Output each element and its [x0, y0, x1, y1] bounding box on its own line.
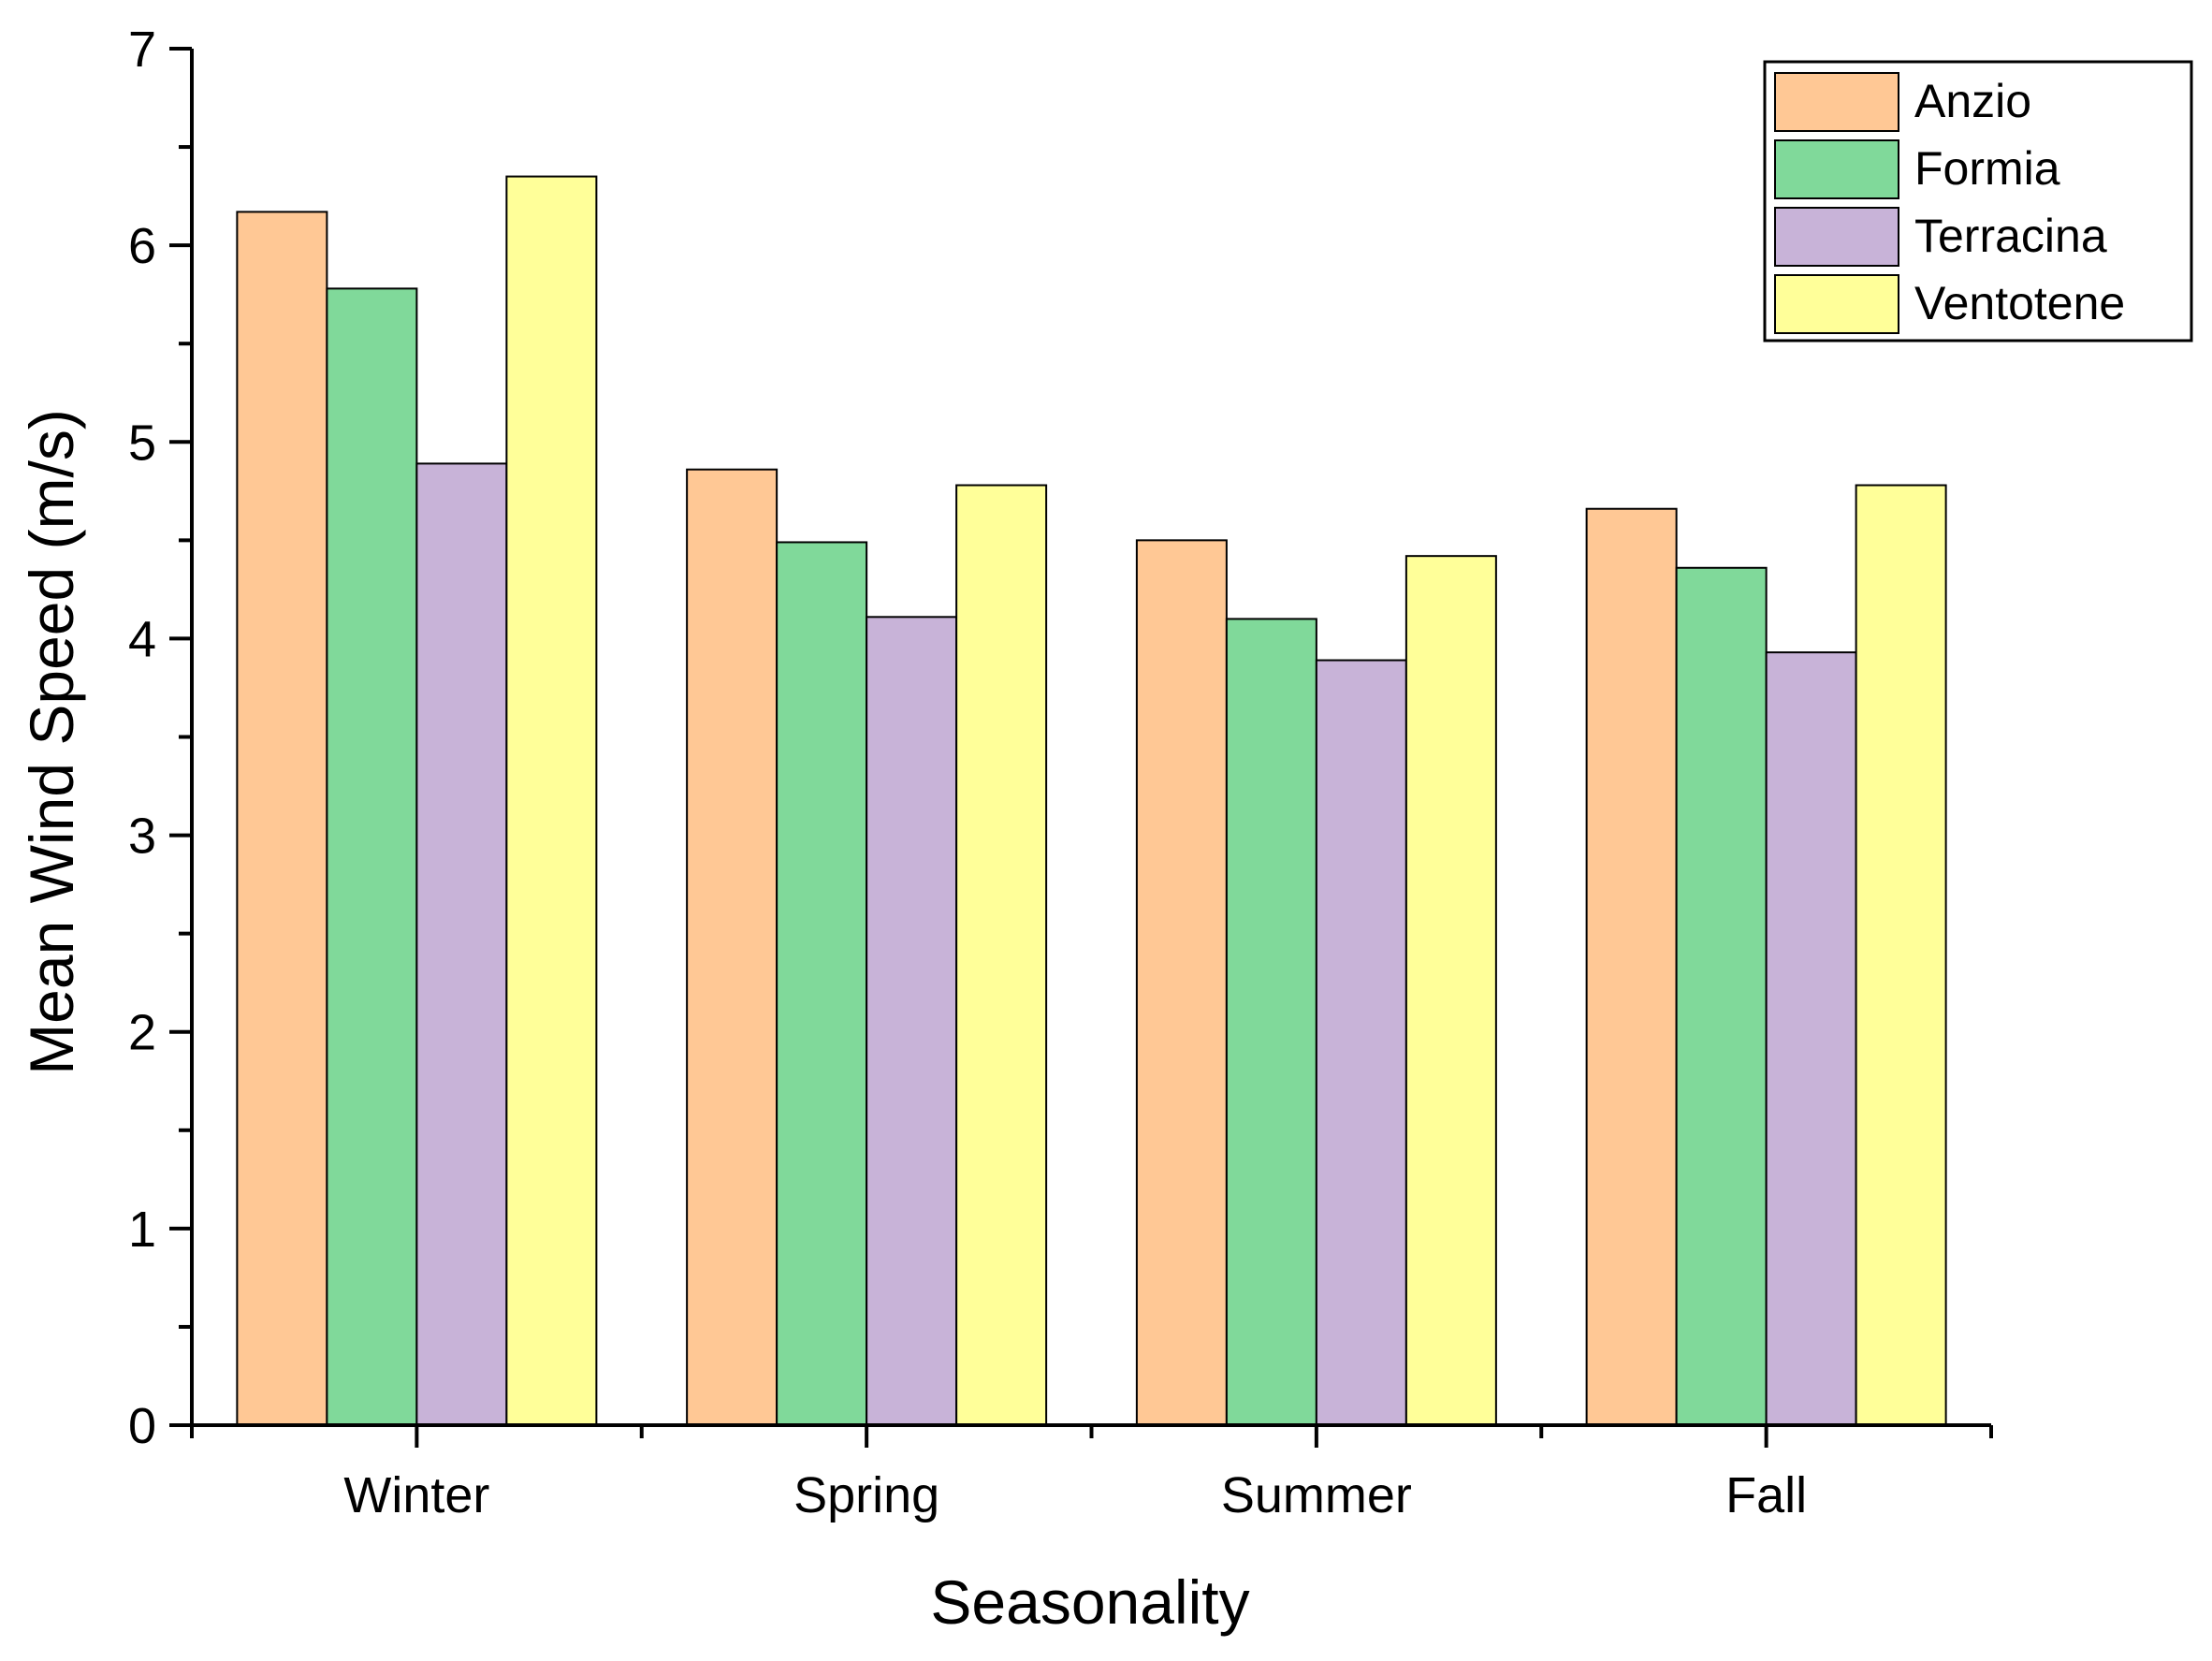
- y-tick-label: 0: [128, 1398, 156, 1454]
- y-tick-label: 7: [128, 22, 156, 78]
- x-axis-title: Seasonality: [930, 1567, 1249, 1637]
- legend-swatch-terracina: [1774, 207, 1899, 267]
- legend-label-ventotene: Ventotene: [1914, 277, 2125, 329]
- bar-ventotene-spring: [955, 484, 1048, 1426]
- bar-ventotene-fall: [1855, 484, 1947, 1426]
- x-tick-label: Spring: [793, 1467, 939, 1523]
- bar-terracina-fall: [1765, 651, 1857, 1426]
- legend-swatch-formia: [1774, 139, 1899, 199]
- bar-formia-spring: [776, 541, 868, 1426]
- bar-anzio-summer: [1135, 539, 1228, 1426]
- bar-anzio-fall: [1585, 507, 1678, 1426]
- y-tick-label: 1: [128, 1202, 156, 1258]
- y-tick-label: 3: [128, 809, 156, 865]
- y-tick-label: 4: [128, 611, 156, 667]
- x-tick-label: Summer: [1221, 1467, 1412, 1523]
- legend-swatch-ventotene: [1774, 274, 1899, 334]
- legend-label-formia: Formia: [1914, 142, 2060, 195]
- bar-formia-fall: [1675, 566, 1768, 1426]
- y-tick-label: 2: [128, 1005, 156, 1061]
- bar-terracina-spring: [866, 616, 958, 1426]
- legend: Anzio Formia Terracina Ventotene: [1763, 60, 2193, 342]
- y-axis-title: Mean Wind Speed (m/s): [17, 409, 86, 1075]
- bar-anzio-spring: [686, 468, 779, 1427]
- bar-anzio-winter: [236, 211, 328, 1426]
- y-tick-label: 5: [128, 415, 156, 471]
- x-tick-label: Fall: [1725, 1467, 1807, 1523]
- bar-formia-winter: [326, 287, 418, 1427]
- bars-group: [236, 175, 1947, 1427]
- x-tick-label: Winter: [343, 1467, 489, 1523]
- ticks-group: 0 1 2 3 4 5 6 7 Winter Spring Summer Fall: [128, 22, 1993, 1523]
- bar-ventotene-winter: [505, 175, 598, 1426]
- bar-formia-summer: [1225, 618, 1317, 1426]
- legend-label-terracina: Terracina: [1914, 210, 2107, 262]
- bar-terracina-summer: [1315, 659, 1407, 1426]
- y-tick-label: 6: [128, 218, 156, 274]
- bar-terracina-winter: [415, 462, 508, 1426]
- legend-label-anzio: Anzio: [1914, 75, 2031, 127]
- legend-swatch-anzio: [1774, 72, 1899, 132]
- bar-ventotene-summer: [1404, 555, 1497, 1426]
